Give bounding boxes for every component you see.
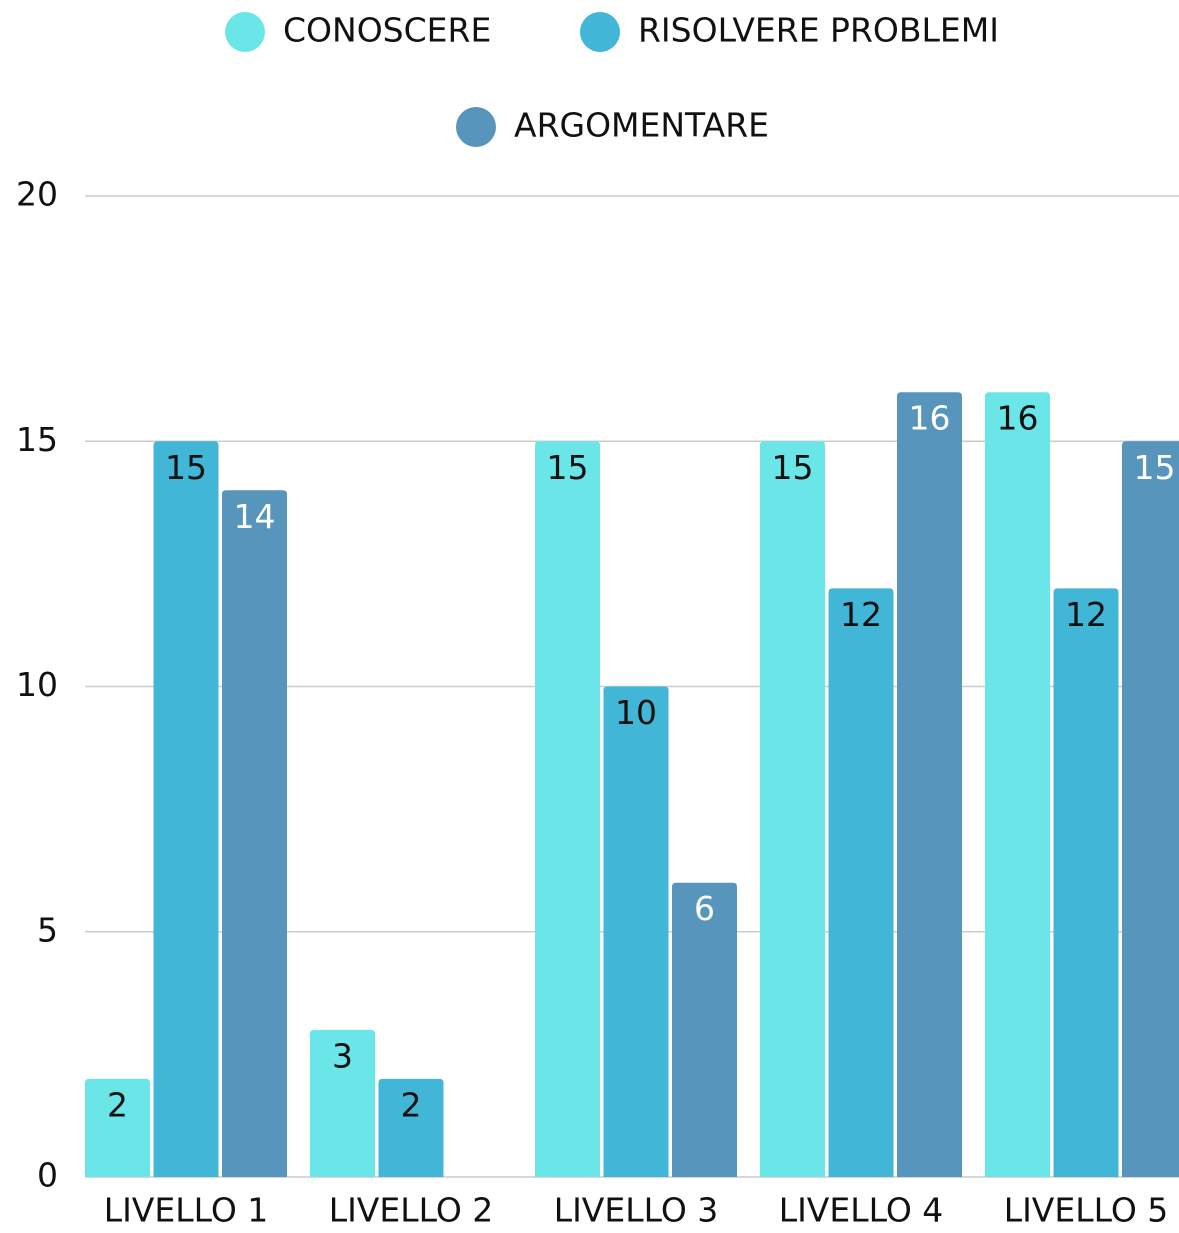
bar	[828, 588, 894, 1177]
data-label: 12	[1065, 595, 1107, 634]
bar	[535, 441, 600, 1177]
bar	[378, 1078, 444, 1177]
bar	[153, 441, 219, 1177]
legend-label: ARGOMENTARE	[514, 106, 769, 145]
data-label: 6	[694, 889, 715, 928]
y-tick-label: 5	[37, 910, 58, 949]
data-label: 16	[909, 399, 951, 438]
data-label: 15	[165, 448, 207, 487]
bar	[1053, 588, 1119, 1177]
x-tick-label: LIVELLO 4	[779, 1191, 944, 1230]
bar	[1122, 441, 1179, 1177]
y-tick-label: 20	[16, 175, 58, 214]
data-label: 14	[234, 497, 276, 536]
x-tick-label: LIVELLO 1	[104, 1191, 269, 1230]
bar	[985, 392, 1050, 1177]
data-label: 12	[840, 595, 882, 634]
bar	[672, 882, 737, 1177]
bar	[85, 1078, 150, 1177]
legend-swatch	[456, 107, 496, 147]
data-label: 15	[547, 448, 589, 487]
y-tick-label: 10	[16, 665, 58, 704]
y-tick-label: 0	[37, 1156, 58, 1195]
legend-swatch	[580, 12, 620, 52]
legend-label: RISOLVERE PROBLEMI	[638, 11, 999, 50]
data-label: 2	[401, 1085, 422, 1124]
bar	[897, 392, 962, 1177]
bar	[310, 1029, 375, 1177]
x-tick-label: LIVELLO 5	[1004, 1191, 1169, 1230]
legend-swatch	[225, 12, 265, 52]
data-label: 15	[1134, 448, 1176, 487]
legend-label: CONOSCERE	[283, 11, 491, 50]
x-tick-label: LIVELLO 3	[554, 1191, 719, 1230]
bar	[222, 490, 287, 1177]
data-label: 16	[997, 399, 1039, 438]
data-label: 15	[772, 448, 814, 487]
data-label: 10	[615, 693, 657, 732]
data-label: 2	[107, 1085, 128, 1124]
data-label: 3	[332, 1036, 353, 1075]
y-tick-label: 15	[16, 420, 58, 459]
bar	[760, 441, 825, 1177]
bar	[603, 686, 669, 1177]
x-tick-label: LIVELLO 2	[329, 1191, 494, 1230]
